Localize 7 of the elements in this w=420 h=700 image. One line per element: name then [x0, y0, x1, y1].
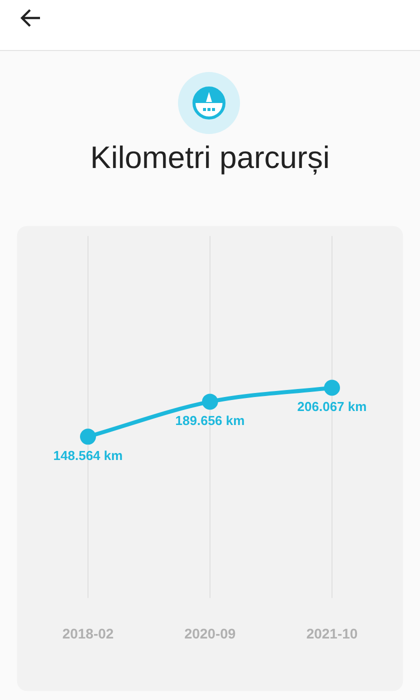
x-tick-label: 2021-10: [306, 625, 358, 642]
x-tick-label: 2018-02: [62, 625, 114, 642]
data-label: 189.656 km: [175, 412, 245, 428]
chart-title: Kilometri parcurși: [89, 140, 331, 176]
data-label: 148.564 km: [53, 448, 123, 463]
x-tick-label: 2020-09: [184, 625, 236, 642]
data-label: 206.067 km: [297, 398, 367, 414]
